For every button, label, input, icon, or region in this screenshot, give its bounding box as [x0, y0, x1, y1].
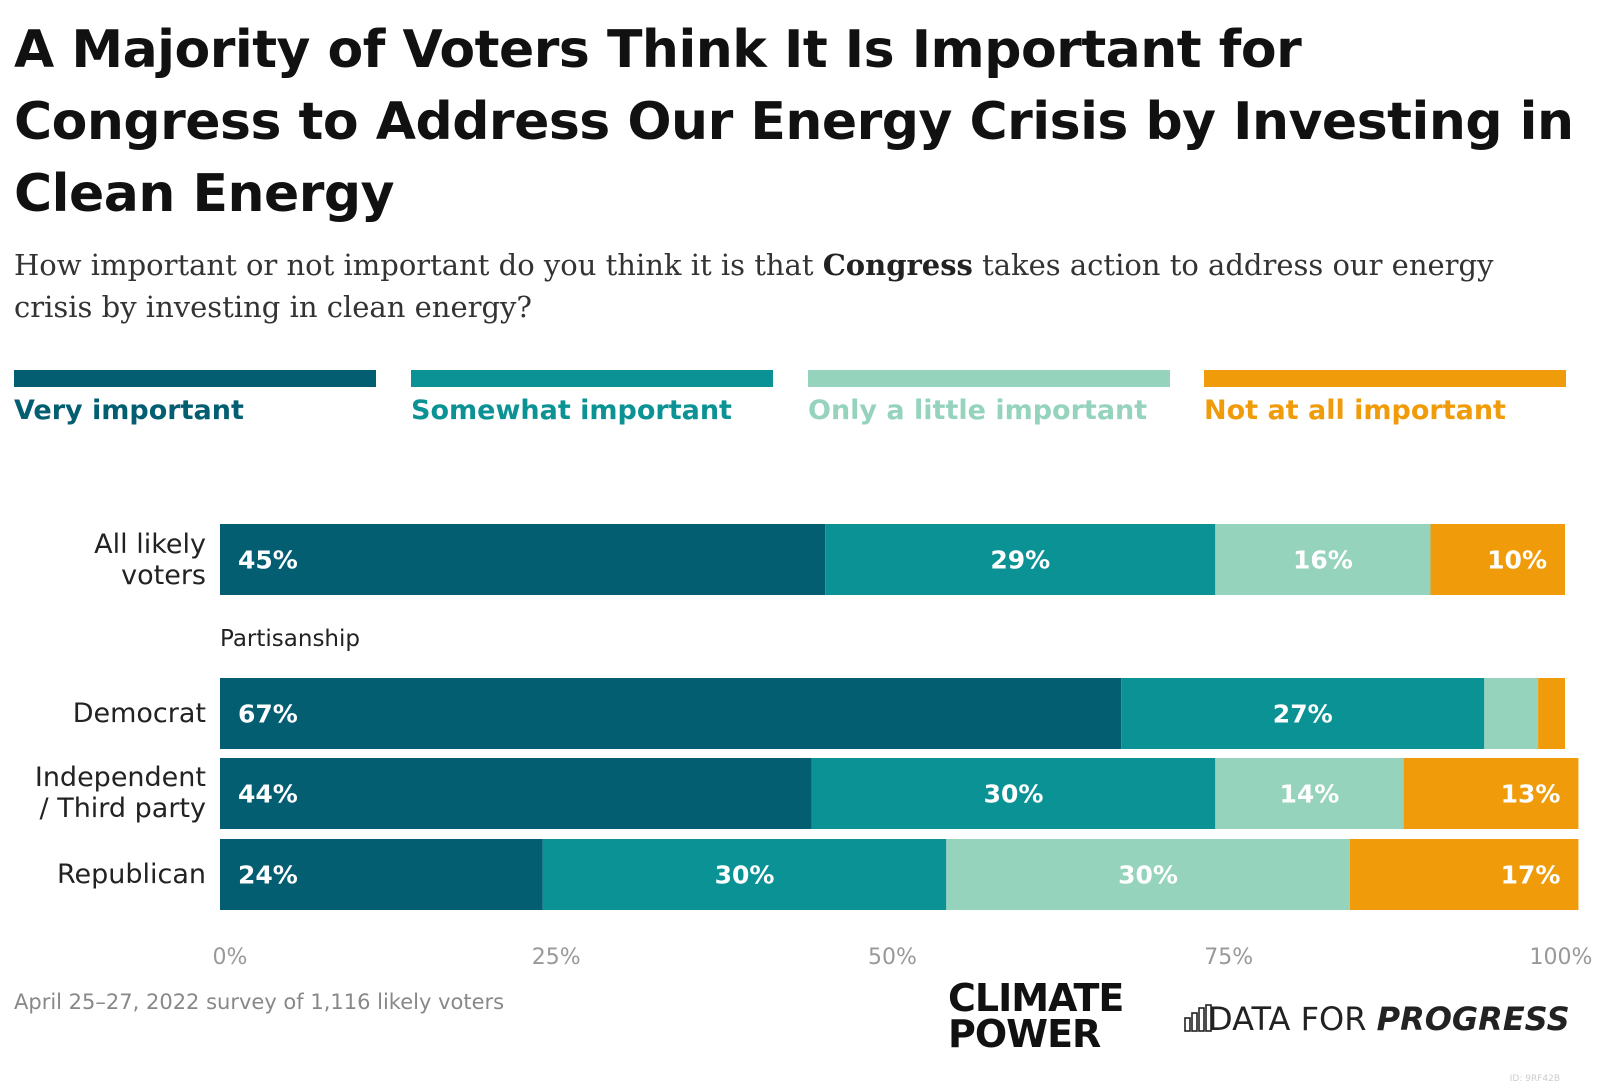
bar-value-label: 10%	[1487, 546, 1547, 575]
bar-segment	[825, 524, 1216, 595]
bar-segment	[542, 839, 947, 910]
legend-swatch	[411, 370, 773, 387]
category-label-republican: Republican	[57, 859, 206, 890]
category-label-line: Independent	[34, 762, 206, 793]
bar-value-label: 27%	[1273, 700, 1333, 729]
legend-item-not-at-all-important: Not at all important	[1204, 370, 1566, 426]
legend-label: Not at all important	[1204, 395, 1506, 426]
x-axis-tick-label: 75%	[1204, 945, 1253, 970]
legend-item-very-important: Very important	[14, 370, 376, 426]
legend-item-somewhat-important: Somewhat important	[411, 370, 773, 426]
bar-segment	[1538, 678, 1565, 749]
source-note: April 25–27, 2022 survey of 1,116 likely…	[14, 990, 505, 1014]
x-axis-tick-label: 0%	[213, 945, 248, 970]
bar-value-label: 30%	[984, 780, 1044, 809]
bar-segment	[220, 678, 1122, 749]
dfp-logo-text: DATA FOR	[1208, 1000, 1377, 1038]
group-label-partisanship: Partisanship	[220, 626, 360, 652]
category-label-line: / Third party	[39, 793, 206, 824]
legend-swatch	[14, 370, 376, 387]
category-label-independent: Independent / Third party	[35, 762, 206, 824]
bar-segment	[1403, 758, 1579, 829]
bar-segment	[1215, 524, 1431, 595]
bar-segment	[220, 839, 543, 910]
bar-chart-icon	[1184, 1004, 1212, 1032]
bar-value-label: 13%	[1501, 780, 1561, 809]
bar-value-label: 24%	[238, 861, 298, 890]
bar-segment	[811, 758, 1216, 829]
dfp-logo-text-italic: PROGRESS	[1376, 1000, 1570, 1038]
bar-value-label: 14%	[1280, 780, 1340, 809]
bar-segment	[1121, 678, 1485, 749]
x-axis-tick-label: 100%	[1530, 945, 1593, 970]
chart-subtitle: How important or not important do you th…	[14, 244, 1554, 328]
category-label-line: All likely	[94, 529, 206, 560]
data-for-progress-logo: DATA FOR PROGRESS	[1208, 1000, 1570, 1038]
bar-value-label: 30%	[715, 861, 775, 890]
category-label-all-likely-voters: All likely voters	[94, 529, 206, 591]
bar-value-label: 30%	[1118, 861, 1178, 890]
category-label-line: voters	[121, 560, 206, 591]
legend-swatch	[808, 370, 1170, 387]
bar-segment	[220, 758, 812, 829]
subtitle-bold-word: Congress	[822, 248, 973, 282]
bar-segment	[220, 524, 826, 595]
bar-segment	[1215, 758, 1404, 829]
bar-segment	[1349, 839, 1579, 910]
chart-title: A Majority of Voters Think It Is Importa…	[14, 20, 1574, 224]
bar-value-label: 29%	[990, 546, 1050, 575]
bar-segment	[946, 839, 1350, 910]
chart-id: ID: 9RF42B	[1509, 1074, 1560, 1084]
legend-label: Very important	[14, 395, 244, 426]
bar-value-label: 67%	[238, 700, 298, 729]
bar-value-label: 17%	[1501, 861, 1561, 890]
category-label-line: Democrat	[72, 698, 206, 729]
bar-segment	[1430, 524, 1565, 595]
bar-value-label: 16%	[1293, 546, 1353, 575]
category-label-democrat: Democrat	[73, 698, 206, 729]
bar-value-label: 44%	[238, 780, 298, 809]
legend-item-only-a-little-important: Only a little important	[808, 370, 1170, 426]
subtitle-text-after: takes action to address our energy crisi…	[14, 248, 1494, 324]
climate-power-logo-line: POWER	[948, 1012, 1101, 1056]
legend-swatch	[1204, 370, 1566, 387]
subtitle-text-before: How important or not important do you th…	[14, 248, 823, 282]
category-label-line: Republican	[56, 859, 206, 890]
climate-power-logo: CLIMATE POWER	[948, 976, 1124, 1056]
climate-power-logo-line: CLIMATE	[948, 976, 1124, 1020]
x-axis-tick-label: 50%	[868, 945, 917, 970]
bar-value-label: 45%	[238, 546, 298, 575]
legend-label: Only a little important	[808, 395, 1148, 426]
bar-segment	[1484, 678, 1539, 749]
x-axis-tick-label: 25%	[532, 945, 581, 970]
legend-label: Somewhat important	[411, 395, 732, 426]
